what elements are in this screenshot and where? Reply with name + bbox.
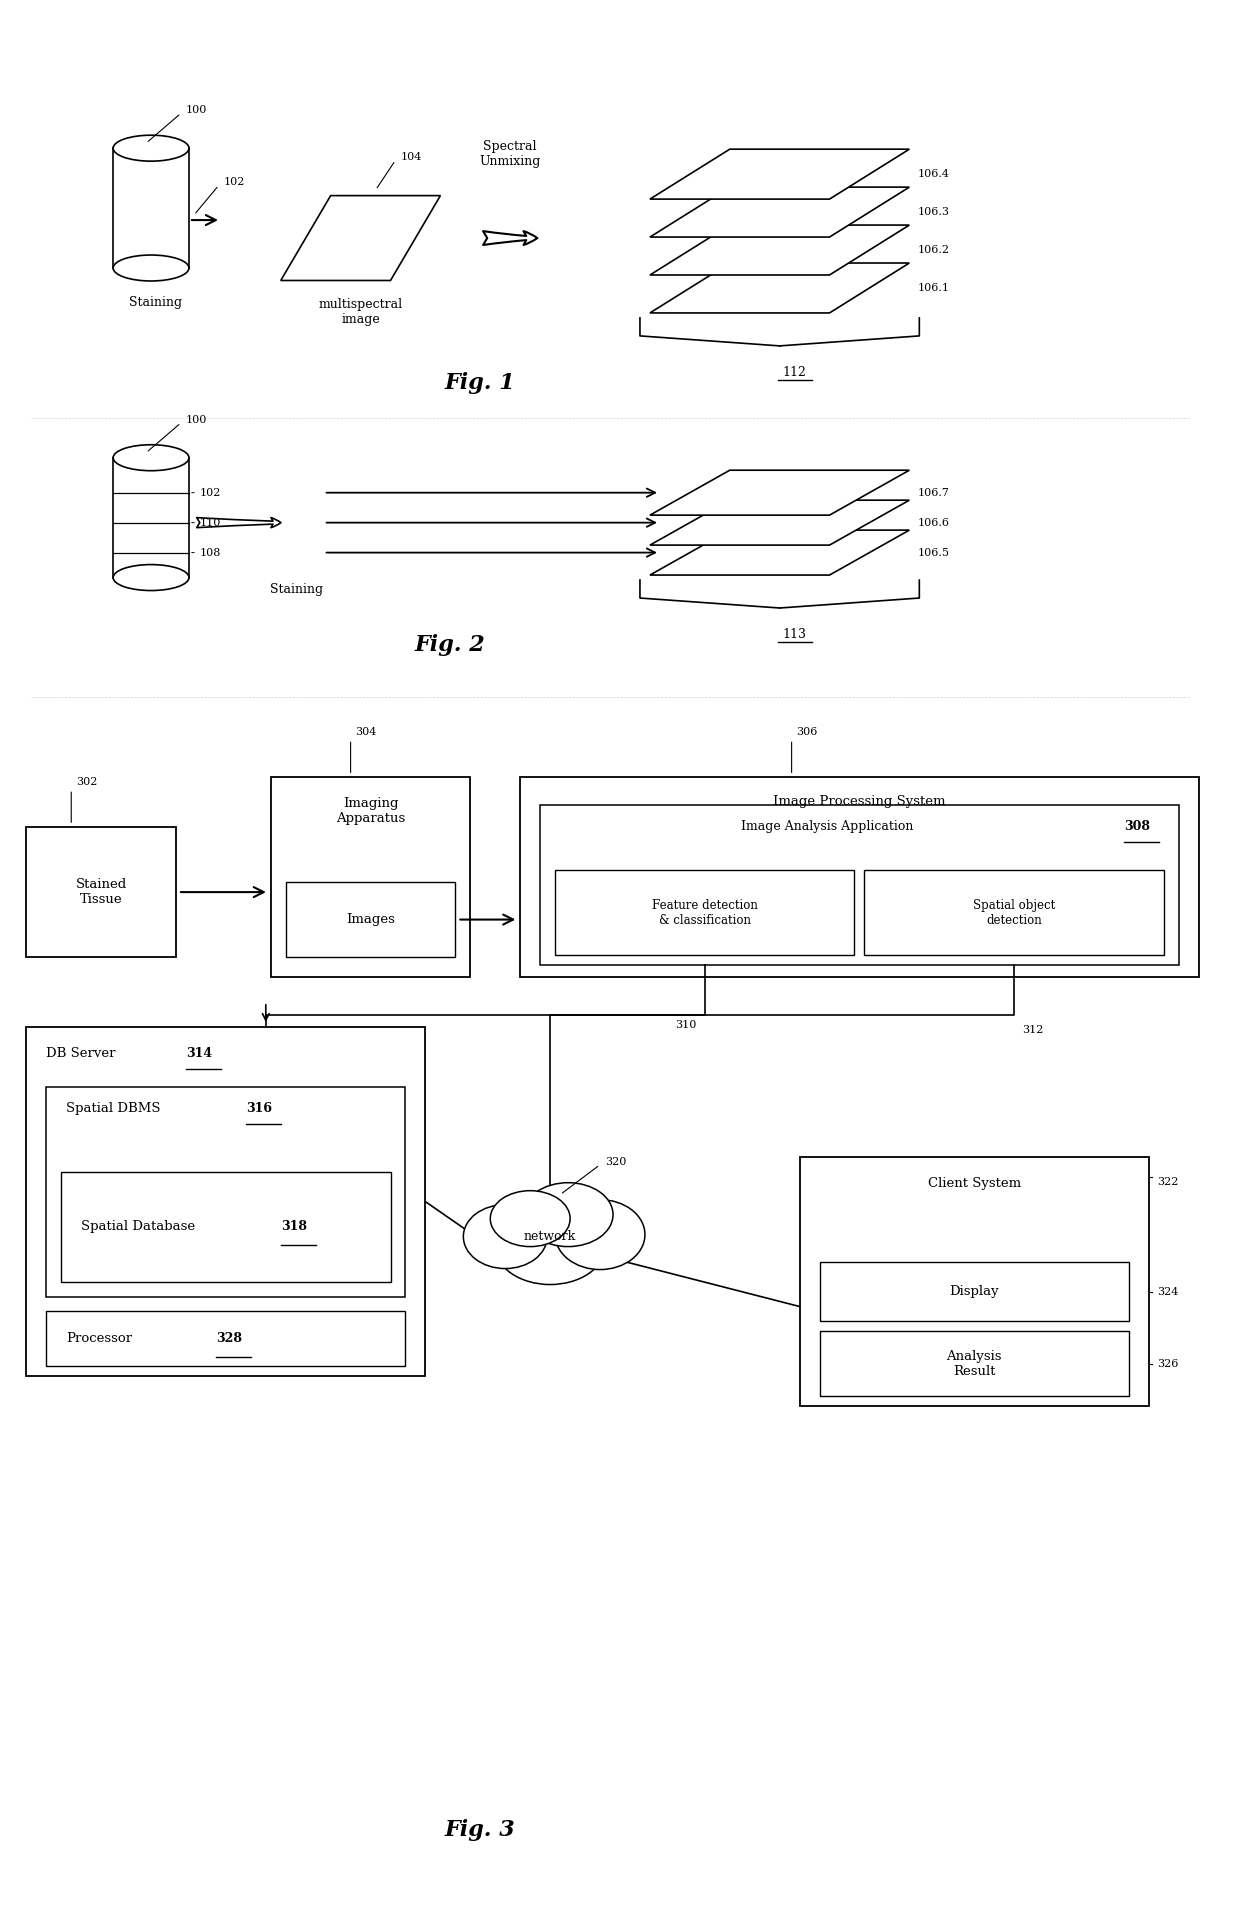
Text: Imaging
Apparatus: Imaging Apparatus [336, 798, 405, 825]
FancyBboxPatch shape [61, 1172, 391, 1281]
Ellipse shape [556, 1201, 645, 1270]
Text: 310: 310 [676, 1019, 697, 1029]
Text: DB Server: DB Server [46, 1046, 115, 1060]
Polygon shape [650, 470, 909, 515]
Ellipse shape [523, 1183, 613, 1247]
Text: 102: 102 [224, 177, 246, 187]
Text: 316: 316 [246, 1102, 272, 1116]
Ellipse shape [113, 254, 188, 281]
Text: 106.7: 106.7 [918, 488, 949, 497]
Text: 106.1: 106.1 [918, 283, 950, 293]
Text: 314: 314 [186, 1046, 212, 1060]
Text: multispectral
image: multispectral image [319, 299, 403, 326]
Polygon shape [113, 459, 188, 578]
FancyBboxPatch shape [270, 777, 470, 977]
Text: 106.4: 106.4 [918, 170, 950, 179]
FancyBboxPatch shape [556, 871, 854, 956]
FancyBboxPatch shape [46, 1312, 405, 1366]
Text: 326: 326 [1157, 1359, 1178, 1368]
Text: Feature detection
& classification: Feature detection & classification [652, 898, 758, 927]
Text: Analysis
Result: Analysis Result [946, 1351, 1002, 1378]
Polygon shape [650, 530, 909, 574]
Text: Stained
Tissue: Stained Tissue [76, 879, 126, 906]
Text: 306: 306 [796, 726, 818, 738]
Text: Spatial Database: Spatial Database [81, 1220, 196, 1233]
Text: Display: Display [950, 1285, 999, 1299]
Text: 106.3: 106.3 [918, 206, 950, 218]
Polygon shape [650, 262, 909, 312]
Ellipse shape [113, 445, 188, 470]
Text: 110: 110 [200, 518, 221, 528]
Text: 104: 104 [401, 152, 422, 162]
Text: 302: 302 [76, 777, 98, 788]
Text: 318: 318 [280, 1220, 306, 1233]
Text: Image Analysis Application: Image Analysis Application [742, 821, 914, 832]
Text: Spatial DBMS: Spatial DBMS [66, 1102, 161, 1116]
FancyBboxPatch shape [864, 871, 1164, 956]
FancyBboxPatch shape [46, 1087, 405, 1297]
Polygon shape [650, 225, 909, 276]
Text: Client System: Client System [928, 1177, 1021, 1189]
Text: 320: 320 [605, 1156, 626, 1166]
FancyBboxPatch shape [521, 777, 1199, 977]
Text: 308: 308 [1123, 821, 1149, 832]
Text: Fig. 3: Fig. 3 [445, 1819, 516, 1840]
Text: Fig. 2: Fig. 2 [415, 634, 486, 655]
Text: 106.5: 106.5 [918, 547, 950, 557]
Text: 322: 322 [1157, 1177, 1178, 1187]
Text: 106.2: 106.2 [918, 245, 950, 254]
Text: Staining: Staining [270, 582, 324, 595]
Text: network: network [525, 1229, 577, 1243]
Text: 324: 324 [1157, 1287, 1178, 1297]
FancyBboxPatch shape [285, 883, 455, 958]
Ellipse shape [464, 1204, 547, 1268]
Text: Spectral
Unmixing: Spectral Unmixing [480, 141, 541, 168]
Text: Fig. 1: Fig. 1 [445, 372, 516, 393]
Text: Spatial object
detection: Spatial object detection [973, 898, 1055, 927]
FancyBboxPatch shape [26, 1027, 425, 1376]
FancyBboxPatch shape [541, 805, 1179, 965]
Text: 100: 100 [186, 106, 207, 116]
Text: 102: 102 [200, 488, 221, 497]
Text: 108: 108 [200, 547, 221, 557]
Ellipse shape [495, 1208, 605, 1285]
Text: Processor: Processor [66, 1332, 133, 1345]
FancyBboxPatch shape [800, 1156, 1148, 1407]
Text: 106.6: 106.6 [918, 518, 950, 528]
Text: 312: 312 [1022, 1025, 1044, 1035]
FancyBboxPatch shape [820, 1332, 1128, 1397]
Text: Image Processing System: Image Processing System [774, 796, 946, 807]
Ellipse shape [490, 1191, 570, 1247]
Ellipse shape [113, 565, 188, 590]
Text: 304: 304 [356, 726, 377, 738]
Polygon shape [650, 187, 909, 237]
Text: Staining: Staining [129, 297, 182, 308]
Polygon shape [650, 501, 909, 545]
Ellipse shape [113, 135, 188, 162]
FancyBboxPatch shape [26, 827, 176, 958]
Text: 112: 112 [782, 366, 806, 380]
Polygon shape [280, 197, 440, 281]
Text: 328: 328 [216, 1332, 242, 1345]
Text: 113: 113 [782, 628, 806, 642]
Polygon shape [650, 148, 909, 198]
Polygon shape [113, 148, 188, 268]
Text: 100: 100 [186, 414, 207, 424]
Text: Images: Images [346, 913, 396, 927]
FancyBboxPatch shape [820, 1262, 1128, 1322]
